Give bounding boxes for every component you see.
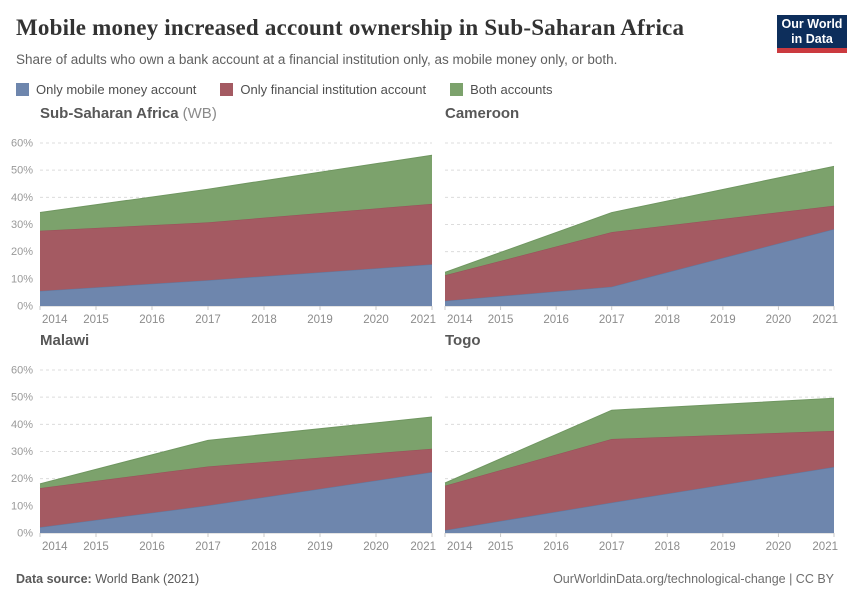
legend-swatch-red-icon [220,82,234,96]
chart-sub-saharan-africa: Sub-Saharan Africa (WB) 0% 10% 20% 30% 40% 50%… [8,104,436,327]
legend-item-mobile-money[interactable]: Only mobile money account [16,82,196,97]
header: Mobile money increased account ownership… [0,0,850,68]
chart-title: Sub-Saharan Africa (WB) [40,104,432,123]
svg-text:2014: 2014 [42,314,68,326]
svg-text:2017: 2017 [195,314,221,326]
svg-text:20%: 20% [11,473,33,485]
svg-text:2014: 2014 [447,314,473,326]
chart-togo: Togo 2014 2015 2016 2017 2018 2019 2020 2021 [444,331,838,553]
svg-text:2021: 2021 [812,314,838,326]
chart-canvas-malawi[interactable]: 0% 10% 20% 30% 40% 50% 60% 2014 2015 2016 2017 2018… [8,353,436,554]
svg-text:2018: 2018 [251,541,277,553]
svg-text:2020: 2020 [766,314,792,326]
svg-text:2020: 2020 [363,541,389,553]
svg-text:10%: 10% [11,273,33,285]
chart-canvas-sub-saharan-africa[interactable]: 0% 10% 20% 30% 40% 50% 60% 2014 2015 2016 2017 2018… [8,126,436,327]
page-subtitle: Share of adults who own a bank account a… [16,52,618,67]
svg-text:2018: 2018 [654,541,680,553]
svg-text:0%: 0% [17,301,33,313]
legend-label: Only financial institution account [240,81,427,97]
svg-text:2014: 2014 [447,541,473,553]
svg-text:2021: 2021 [812,541,838,553]
chart-title: Cameroon [445,104,834,123]
owid-logo-line2: in Data [791,32,833,46]
svg-text:2019: 2019 [307,541,333,553]
chart-title: Togo [445,331,834,350]
chart-malawi: Malawi 0% 10% 20% 30% 40% 50% 60% 2014 2015 2016 2… [8,331,436,554]
svg-text:2017: 2017 [195,541,221,553]
legend-swatch-blue-icon [16,82,29,96]
svg-text:50%: 50% [11,165,33,177]
chart-title-note: (WB) [182,105,217,122]
footer: Data source: World Bank (2021) OurWorldi… [16,572,834,586]
svg-text:50%: 50% [11,392,33,404]
svg-text:2016: 2016 [543,541,569,553]
page-title: Mobile money increased account ownership… [16,15,685,40]
chart-canvas-togo[interactable]: 2014 2015 2016 2017 2018 2019 2020 2021 [444,353,838,553]
svg-text:2017: 2017 [599,541,625,553]
chart-title-text: Togo [445,332,481,349]
legend-item-both-accounts[interactable]: Both accounts [450,81,553,97]
chart-canvas-cameroon[interactable]: 2014 2015 2016 2017 2018 2019 2020 2021 [444,126,838,326]
svg-text:2016: 2016 [139,541,165,553]
svg-text:2020: 2020 [363,314,389,326]
chart-title-text: Malawi [40,332,90,349]
svg-text:30%: 30% [11,219,33,231]
footer-link[interactable]: OurWorldinData.org/technological-change … [553,572,834,586]
svg-text:2020: 2020 [766,541,792,553]
svg-text:2018: 2018 [654,314,680,326]
chart-title-text: Sub-Saharan Africa [40,105,179,122]
svg-text:2014: 2014 [42,541,68,553]
charts-grid: Sub-Saharan Africa (WB) 0% 10% 20% 30% 40% 50%… [8,104,850,553]
legend-item-financial-institution[interactable]: Only financial institution account [220,82,426,97]
data-source-value: World Bank (2021) [91,572,200,586]
svg-text:60%: 60% [11,138,33,150]
svg-text:2021: 2021 [410,541,436,553]
svg-text:2015: 2015 [488,541,514,553]
chart-title-text: Cameroon [445,105,520,122]
legend-label: Only mobile money account [36,81,197,97]
svg-text:2016: 2016 [543,314,569,326]
svg-text:2018: 2018 [251,314,277,326]
svg-text:2015: 2015 [83,541,109,553]
svg-text:40%: 40% [11,419,33,431]
owid-logo[interactable]: Our World in Data [777,15,847,53]
svg-text:2019: 2019 [710,314,736,326]
svg-text:10%: 10% [11,500,33,512]
svg-text:2021: 2021 [410,314,436,326]
svg-text:40%: 40% [11,192,33,204]
legend-label: Both accounts [470,81,553,97]
svg-text:2019: 2019 [307,314,333,326]
owid-logo-line1: Our World [781,17,843,31]
svg-text:0%: 0% [17,528,33,540]
legend: Only mobile money account Only financial… [16,81,850,97]
data-source-label: Data source: [16,572,92,586]
legend-swatch-green-icon [450,82,464,96]
svg-text:2017: 2017 [599,314,625,326]
chart-title: Malawi [40,331,432,350]
svg-text:2015: 2015 [83,314,109,326]
svg-text:20%: 20% [11,246,33,258]
svg-text:30%: 30% [11,446,33,458]
data-source: Data source: World Bank (2021) [16,572,199,586]
chart-cameroon: Cameroon 2014 2015 2016 2017 2018 2019 2020 202… [444,104,838,326]
svg-text:2019: 2019 [710,541,736,553]
svg-text:60%: 60% [11,365,33,377]
svg-text:2016: 2016 [139,314,165,326]
svg-text:2015: 2015 [488,314,514,326]
